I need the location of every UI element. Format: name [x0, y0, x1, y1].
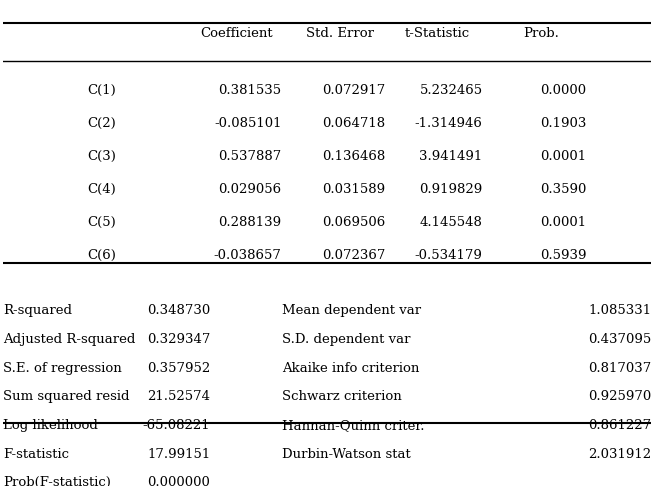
Text: Akaike info criterion: Akaike info criterion — [282, 362, 419, 375]
Text: 3.941491: 3.941491 — [419, 150, 483, 163]
Text: Prob.: Prob. — [523, 27, 559, 40]
Text: 0.348730: 0.348730 — [147, 304, 211, 317]
Text: -1.314946: -1.314946 — [415, 117, 483, 130]
Text: C(3): C(3) — [87, 150, 116, 163]
Text: 0.072367: 0.072367 — [322, 249, 385, 262]
Text: 0.437095: 0.437095 — [588, 333, 651, 346]
Text: C(4): C(4) — [87, 183, 116, 196]
Text: -0.085101: -0.085101 — [214, 117, 282, 130]
Text: 0.072917: 0.072917 — [322, 85, 385, 97]
Text: 0.029056: 0.029056 — [218, 183, 282, 196]
Text: 0.5939: 0.5939 — [540, 249, 587, 262]
Text: 5.232465: 5.232465 — [419, 85, 483, 97]
Text: 0.1903: 0.1903 — [540, 117, 587, 130]
Text: F-statistic: F-statistic — [3, 448, 69, 461]
Text: 0.064718: 0.064718 — [322, 117, 385, 130]
Text: Mean dependent var: Mean dependent var — [282, 304, 421, 317]
Text: -65.08221: -65.08221 — [143, 419, 211, 432]
Text: Schwarz criterion: Schwarz criterion — [282, 390, 402, 403]
Text: R-squared: R-squared — [3, 304, 72, 317]
Text: 0.817037: 0.817037 — [588, 362, 651, 375]
Text: 0.329347: 0.329347 — [147, 333, 211, 346]
Text: 0.136468: 0.136468 — [322, 150, 385, 163]
Text: 0.357952: 0.357952 — [147, 362, 211, 375]
Text: 0.0001: 0.0001 — [540, 150, 587, 163]
Text: 0.919829: 0.919829 — [419, 183, 483, 196]
Text: Coefficient: Coefficient — [200, 27, 273, 40]
Text: Sum squared resid: Sum squared resid — [3, 390, 129, 403]
Text: 21.52574: 21.52574 — [147, 390, 211, 403]
Text: Adjusted R-squared: Adjusted R-squared — [3, 333, 135, 346]
Text: 0.861227: 0.861227 — [588, 419, 651, 432]
Text: Prob(F-statistic): Prob(F-statistic) — [3, 476, 111, 486]
Text: Hannan-Quinn criter.: Hannan-Quinn criter. — [282, 419, 424, 432]
Text: -0.534179: -0.534179 — [415, 249, 483, 262]
Text: S.D. dependent var: S.D. dependent var — [282, 333, 410, 346]
Text: 0.925970: 0.925970 — [588, 390, 651, 403]
Text: 0.0001: 0.0001 — [540, 216, 587, 229]
Text: 1.085331: 1.085331 — [588, 304, 651, 317]
Text: 17.99151: 17.99151 — [147, 448, 211, 461]
Text: 0.381535: 0.381535 — [218, 85, 282, 97]
Text: 0.537887: 0.537887 — [218, 150, 282, 163]
Text: -0.038657: -0.038657 — [214, 249, 282, 262]
Text: C(2): C(2) — [87, 117, 116, 130]
Text: t-Statistic: t-Statistic — [405, 27, 470, 40]
Text: Log likelihood: Log likelihood — [3, 419, 97, 432]
Text: 2.031912: 2.031912 — [588, 448, 651, 461]
Text: Durbin-Watson stat: Durbin-Watson stat — [282, 448, 410, 461]
Text: 0.031589: 0.031589 — [322, 183, 385, 196]
Text: Std. Error: Std. Error — [306, 27, 374, 40]
Text: 0.288139: 0.288139 — [218, 216, 282, 229]
Text: 0.000000: 0.000000 — [147, 476, 211, 486]
Text: C(6): C(6) — [87, 249, 116, 262]
Text: 0.0000: 0.0000 — [540, 85, 587, 97]
Text: S.E. of regression: S.E. of regression — [3, 362, 122, 375]
Text: C(1): C(1) — [87, 85, 116, 97]
Text: 0.069506: 0.069506 — [322, 216, 385, 229]
Text: 0.3590: 0.3590 — [540, 183, 587, 196]
Text: 4.145548: 4.145548 — [420, 216, 483, 229]
Text: C(5): C(5) — [87, 216, 116, 229]
